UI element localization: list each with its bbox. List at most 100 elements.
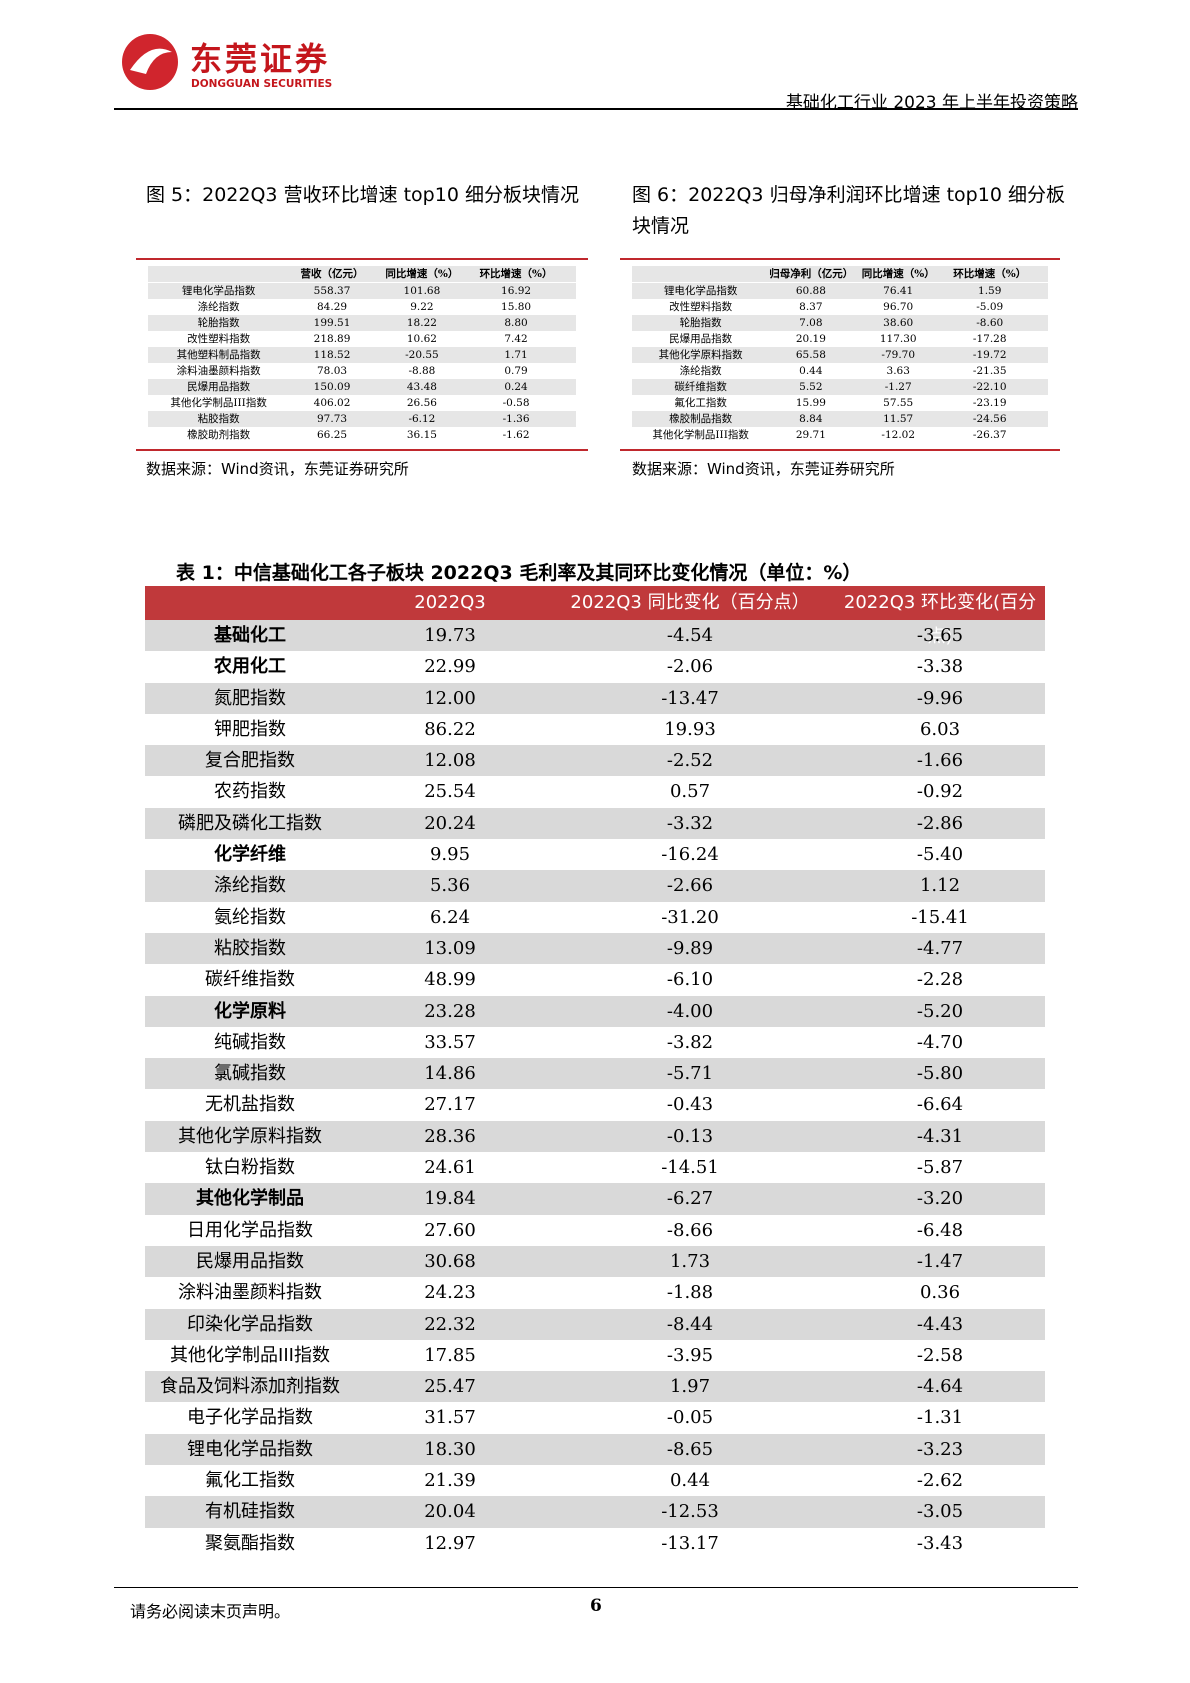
table-cell: 27.60 xyxy=(424,1219,476,1241)
table-cell: -12.53 xyxy=(661,1501,719,1523)
table-row: 民爆用品指数 30.68 1.73 -1.47 xyxy=(145,1245,1045,1278)
table-cell: -23.19 xyxy=(972,397,1007,409)
table-cell: -22.10 xyxy=(972,381,1007,393)
table-row: 氟化工指数 15.99 57.55 -23.19 xyxy=(632,395,1048,411)
table-cell: 1.12 xyxy=(919,875,961,897)
table-cell: -1.27 xyxy=(884,381,912,393)
table-cell: -19.72 xyxy=(972,349,1007,361)
table-cell: 3.63 xyxy=(886,365,910,377)
table-row: 化学原料 23.28 -4.00 -5.20 xyxy=(145,995,1045,1027)
table-row: 其他塑料制品指数 118.52 -20.55 1.71 xyxy=(148,347,576,363)
table-cell: 57.55 xyxy=(883,397,914,409)
table-cell: 0.44 xyxy=(799,365,823,377)
table-cell: -6.48 xyxy=(916,1219,964,1241)
table-cell: 其他塑料制品指数 xyxy=(176,349,261,361)
table-cell: 锂电化学品指数 xyxy=(187,1438,313,1460)
table-cell: -8.88 xyxy=(408,365,436,377)
figure-title: 图 6：2022Q3 归母净利润环比增速 top10 细分板块情况 xyxy=(632,184,1065,237)
table-cell: 无机盐指数 xyxy=(205,1094,295,1116)
table-row: 涂料油墨颜料指数 24.23 -1.88 0.36 xyxy=(145,1277,1045,1309)
table-cell: -5.87 xyxy=(916,1157,964,1179)
table-cell: 粘胶指数 xyxy=(197,413,240,425)
table-row: 氮肥指数 12.00 -13.47 -9.96 xyxy=(145,682,1045,714)
table-cell: -8.44 xyxy=(666,1313,714,1335)
table-cell: -1.47 xyxy=(916,1250,964,1272)
table-row: 轮胎指数 7.08 38.60 -8.60 xyxy=(632,315,1048,331)
table-cell: 民爆用品指数 xyxy=(187,381,251,393)
table-cell: 19.93 xyxy=(664,718,716,740)
table-cell: -20.55 xyxy=(405,349,439,361)
table-cell: 改性塑料指数 xyxy=(187,333,251,345)
table-row: 锂电化学品指数 558.37 101.68 16.92 xyxy=(148,283,576,299)
table-cell: 76.41 xyxy=(883,285,914,297)
header-cell: 归母净利（亿元） xyxy=(769,268,854,280)
table-cell: 印染化学品指数 xyxy=(187,1313,313,1335)
table-cell: 基础化工 xyxy=(214,625,286,646)
figure-table: 营收（亿元） 同比增速（%） 环比增速（%） 锂电化学品指数 558.37 101.68 1… xyxy=(136,258,588,451)
table-cell: 涂料油墨颜料指数 xyxy=(176,365,261,377)
table-row: 有机硅指数 20.04 -12.53 -3.05 xyxy=(145,1496,1045,1528)
table-row: 电子化学品指数 31.57 -0.05 -1.31 xyxy=(145,1402,1045,1434)
data-table: 2022Q3 2022Q3 同比变化（百分点） 2022Q3 环比变化(百分点) 基础… xyxy=(145,586,1045,1559)
table-cell: 24.23 xyxy=(424,1282,476,1304)
table-cell: 0.24 xyxy=(504,381,528,393)
table-cell: 橡胶助剂指数 xyxy=(187,429,251,441)
logo-mark xyxy=(122,34,178,90)
table-cell: 0.36 xyxy=(919,1282,961,1304)
table-cell: 406.02 xyxy=(313,397,351,409)
header-cell: 2022Q3 同比变化（百分点） xyxy=(570,592,810,613)
table-cell: 5.52 xyxy=(799,381,823,393)
table-cell: -31.20 xyxy=(661,906,719,928)
table-cell: 8.80 xyxy=(504,317,528,329)
table-cell: 20.19 xyxy=(795,333,826,345)
table-cell: -8.66 xyxy=(666,1219,714,1241)
table-cell: 化学原料 xyxy=(214,1000,286,1022)
table-row: 民爆用品指数 20.19 117.30 -17.28 xyxy=(632,331,1048,347)
disclaimer: 请务必阅读末页声明。 xyxy=(130,1602,291,1621)
table-cell: 0.57 xyxy=(669,781,711,803)
table-row: 食品及饲料添加剂指数 25.47 1.97 -4.64 xyxy=(145,1371,1045,1403)
table-cell: 38.60 xyxy=(883,317,914,329)
table-cell: 101.68 xyxy=(403,285,441,297)
table-cell: -16.24 xyxy=(661,844,719,866)
table-cell: 29.71 xyxy=(795,429,826,441)
table-cell: 28.36 xyxy=(424,1125,476,1147)
table-cell: -9.96 xyxy=(916,687,964,709)
table-row: 粘胶指数 13.09 -9.89 -4.77 xyxy=(145,932,1045,965)
table-cell: 0.44 xyxy=(669,1470,711,1492)
table-cell: -2.66 xyxy=(666,875,714,897)
table-cell: -17.28 xyxy=(972,333,1007,345)
table-cell: -5.40 xyxy=(916,844,964,866)
table-cell: 7.42 xyxy=(504,333,528,345)
table-row: 农药指数 25.54 0.57 -0.92 xyxy=(145,776,1045,808)
table-cell: 9.22 xyxy=(410,301,434,313)
table-row: 化学纤维 9.95 -16.24 -5.40 xyxy=(145,839,1045,871)
table-cell: 电子化学品指数 xyxy=(187,1407,313,1429)
header-cell: 同比增速（%） xyxy=(385,268,459,280)
table-cell: 36.15 xyxy=(406,429,437,441)
table-cell: 有机硅指数 xyxy=(205,1501,295,1523)
table-cell: 6.24 xyxy=(429,906,471,928)
table-row: 涤纶指数 0.44 3.63 -21.35 xyxy=(632,363,1048,379)
table-cell: 48.99 xyxy=(424,969,476,991)
table-cell: 15.80 xyxy=(501,301,532,313)
table-row: 涤纶指数 5.36 -2.66 1.12 xyxy=(145,870,1045,902)
figure-source: 数据来源：Wind资讯，东莞证券研究所 xyxy=(632,460,895,478)
table-cell: 25.47 xyxy=(424,1376,476,1398)
header-row: 归母净利（亿元） 同比增速（%） 环比增速（%） xyxy=(632,266,1048,283)
table-row: 复合肥指数 12.08 -2.52 -1.66 xyxy=(145,745,1045,777)
table-cell: -1.62 xyxy=(502,429,530,441)
table-cell: -5.80 xyxy=(916,1063,964,1085)
table-cell: -0.43 xyxy=(666,1094,714,1116)
table-cell: 31.57 xyxy=(424,1407,476,1429)
table-cell: 66.25 xyxy=(317,429,348,441)
table-cell: 0.79 xyxy=(504,365,528,377)
table-cell: -2.58 xyxy=(916,1344,964,1366)
table-cell: -79.70 xyxy=(881,349,916,361)
table-cell: 其他化学原料指数 xyxy=(658,349,743,361)
header-cell xyxy=(148,266,289,282)
table-cell: -6.27 xyxy=(666,1188,714,1210)
table-cell: 18.30 xyxy=(424,1438,476,1460)
table-cell: -15.41 xyxy=(911,906,969,928)
